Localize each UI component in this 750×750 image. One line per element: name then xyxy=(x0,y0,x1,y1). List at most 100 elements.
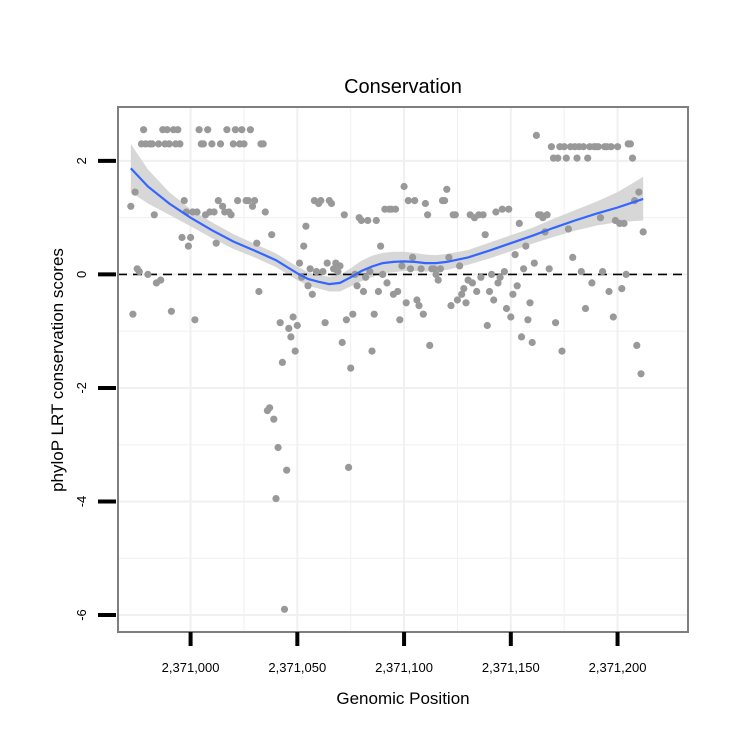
data-point xyxy=(362,273,370,281)
data-point xyxy=(413,296,421,304)
data-point xyxy=(266,404,274,412)
data-point xyxy=(246,126,254,134)
data-point xyxy=(483,321,491,330)
data-point xyxy=(148,140,156,148)
data-point xyxy=(312,268,321,276)
y-axis: 2 0 -2 -4 -6 xyxy=(74,157,116,621)
data-point xyxy=(210,208,218,216)
data-point xyxy=(496,273,504,281)
data-point xyxy=(278,358,286,366)
data-point xyxy=(426,341,434,349)
data-point xyxy=(306,265,314,273)
data-point xyxy=(238,126,246,134)
data-point xyxy=(588,279,596,287)
data-point xyxy=(280,605,289,613)
data-point xyxy=(274,443,282,452)
data-point xyxy=(494,279,502,287)
y-tick-label: -2 xyxy=(74,382,89,394)
data-point xyxy=(276,319,284,327)
data-point xyxy=(517,333,526,341)
data-point xyxy=(342,316,350,324)
data-point xyxy=(216,140,225,148)
data-point xyxy=(336,262,344,270)
data-point xyxy=(261,208,269,216)
data-point xyxy=(639,228,647,236)
data-point xyxy=(244,197,252,205)
data-point xyxy=(404,197,412,205)
data-point xyxy=(485,287,494,296)
data-point xyxy=(131,188,139,196)
data-point xyxy=(453,296,461,304)
data-point xyxy=(409,253,417,261)
data-point xyxy=(357,216,365,225)
confidence-ribbon xyxy=(130,143,644,292)
data-point xyxy=(300,242,308,250)
data-point xyxy=(379,270,387,278)
data-point xyxy=(319,268,327,276)
x-tick-label: 2,371,150 xyxy=(482,660,540,675)
data-point xyxy=(248,202,257,210)
data-point xyxy=(524,316,532,324)
data-point xyxy=(458,290,466,298)
data-point xyxy=(270,415,278,423)
data-point xyxy=(349,310,357,318)
data-point xyxy=(272,495,280,503)
data-point xyxy=(338,338,346,347)
data-point xyxy=(511,251,519,259)
data-point xyxy=(340,211,348,219)
data-point xyxy=(165,140,173,148)
data-point xyxy=(231,126,239,134)
data-point xyxy=(229,140,237,148)
data-point xyxy=(415,302,423,310)
data-point xyxy=(468,279,476,287)
data-point xyxy=(445,253,453,261)
data-point xyxy=(622,270,630,278)
data-point xyxy=(573,154,581,162)
data-point xyxy=(295,259,304,267)
data-point xyxy=(195,126,203,134)
data-point xyxy=(505,205,513,213)
data-point xyxy=(605,287,613,296)
data-point xyxy=(317,197,325,205)
data-point xyxy=(530,259,538,267)
data-point xyxy=(140,126,148,134)
data-point xyxy=(204,126,212,134)
x-axis-label: Genomic Position xyxy=(336,689,469,708)
data-point xyxy=(460,285,468,293)
data-point xyxy=(577,268,585,276)
data-point xyxy=(396,316,404,324)
data-point xyxy=(584,154,592,162)
data-point xyxy=(507,313,515,321)
data-point xyxy=(368,347,376,355)
data-point xyxy=(434,276,442,284)
smooth-line-layer xyxy=(129,167,644,286)
data-point xyxy=(543,211,551,219)
data-point xyxy=(545,265,553,273)
data-point xyxy=(492,208,500,216)
data-point xyxy=(212,239,220,247)
data-point xyxy=(304,282,312,290)
data-point xyxy=(157,276,165,284)
data-point xyxy=(366,268,374,276)
x-tick-label: 2,371,000 xyxy=(162,660,220,675)
data-point xyxy=(191,316,199,324)
data-point xyxy=(293,321,301,330)
data-point xyxy=(199,140,207,148)
smooth-line xyxy=(129,167,644,286)
data-point xyxy=(609,313,617,321)
data-point xyxy=(477,273,485,281)
data-point xyxy=(291,347,299,355)
data-point xyxy=(635,188,643,196)
data-point xyxy=(127,202,135,210)
data-point xyxy=(240,140,248,148)
data-point xyxy=(193,208,201,216)
data-point xyxy=(377,242,385,250)
data-point xyxy=(251,197,259,205)
data-point xyxy=(129,310,137,318)
data-point xyxy=(490,296,498,304)
data-point xyxy=(150,211,158,219)
data-point xyxy=(402,299,410,307)
x-tick-label: 2,371,100 xyxy=(375,660,433,675)
data-point xyxy=(564,225,573,233)
data-point xyxy=(614,143,622,151)
